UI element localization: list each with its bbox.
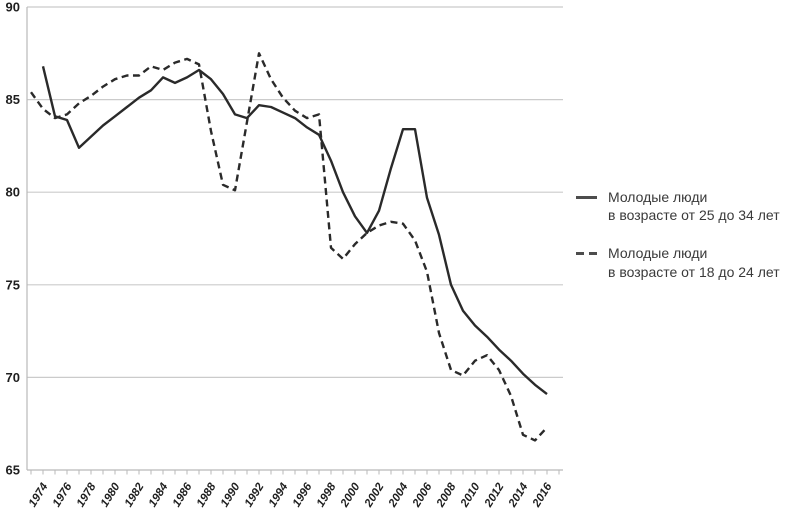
- x-axis-label: 1992: [243, 481, 267, 510]
- x-axis-label: 1976: [51, 481, 75, 510]
- x-axis-label: 1986: [171, 481, 195, 510]
- x-axis-label: 2004: [386, 481, 411, 510]
- x-axis-label: 2016: [530, 481, 555, 510]
- y-axis-label: 70: [6, 370, 20, 385]
- x-axis-label: 2014: [506, 481, 531, 510]
- x-axis-label: 1978: [75, 481, 99, 510]
- x-axis-label: 2002: [362, 481, 387, 510]
- legend-label-18-24-line1: Молодые люди: [608, 245, 708, 262]
- x-axis-label: 1984: [147, 481, 171, 510]
- x-axis-label: 1990: [219, 481, 243, 510]
- x-axis-label: 2000: [338, 481, 363, 510]
- legend-label-25-34: Молодые люди в возрасте от 25 до 34 лет: [608, 188, 780, 224]
- legend-label-25-34-line1: Молодые люди: [608, 189, 708, 205]
- y-axis-label: 75: [6, 277, 20, 292]
- x-axis-label: 2006: [410, 481, 435, 510]
- legend-marker-solid-line: [576, 196, 597, 199]
- legend-marker-dashed-line: [576, 252, 597, 256]
- x-axis-label: 1988: [195, 481, 219, 510]
- series-line-25-34: [41, 66, 548, 396]
- x-axis-label: 1994: [267, 481, 291, 510]
- y-axis-label: 85: [6, 92, 20, 107]
- legend: Молодые люди в возрасте от 25 до 34 лет …: [576, 188, 786, 301]
- legend-label-18-24-line2: в возрасте от 18 до 24 лет: [608, 263, 780, 280]
- y-axis-label: 80: [6, 185, 20, 200]
- series-line-18-24: [30, 52, 548, 442]
- legend-entry-18-24: Молодые люди в возрасте от 18 до 24 лет: [576, 244, 786, 280]
- x-axis-label: 1974: [27, 481, 51, 510]
- x-axis-label: 1982: [123, 481, 147, 510]
- x-axis-label: 1998: [315, 481, 339, 510]
- legend-label-18-24: Молодые люди в возрасте от 18 до 24 лет: [608, 244, 780, 280]
- y-axis-label: 90: [6, 0, 20, 15]
- x-axis-label: 1996: [291, 481, 315, 510]
- legend-label-25-34-line2: в возрасте от 25 до 34 лет: [608, 207, 780, 224]
- x-axis-label: 2012: [482, 481, 507, 510]
- x-axis-label: 2010: [458, 481, 483, 510]
- y-axis-label: 65: [6, 463, 20, 478]
- x-axis-label: 2008: [434, 481, 459, 510]
- x-axis-label: 1980: [99, 481, 123, 510]
- legend-entry-25-34: Молодые люди в возрасте от 25 до 34 лет: [576, 188, 786, 224]
